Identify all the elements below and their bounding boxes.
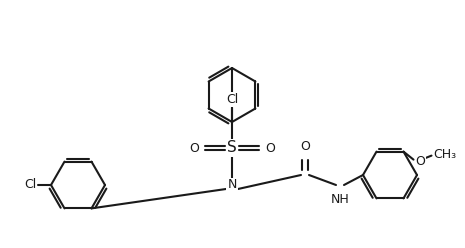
- Text: NH: NH: [331, 193, 349, 206]
- Text: Cl: Cl: [24, 179, 36, 191]
- Text: CH₃: CH₃: [433, 148, 457, 161]
- Text: Cl: Cl: [226, 93, 238, 106]
- Text: O: O: [300, 140, 310, 153]
- Text: O: O: [265, 142, 275, 155]
- Text: S: S: [227, 141, 237, 155]
- Text: O: O: [416, 155, 425, 168]
- Text: O: O: [189, 142, 199, 155]
- Text: N: N: [227, 179, 237, 191]
